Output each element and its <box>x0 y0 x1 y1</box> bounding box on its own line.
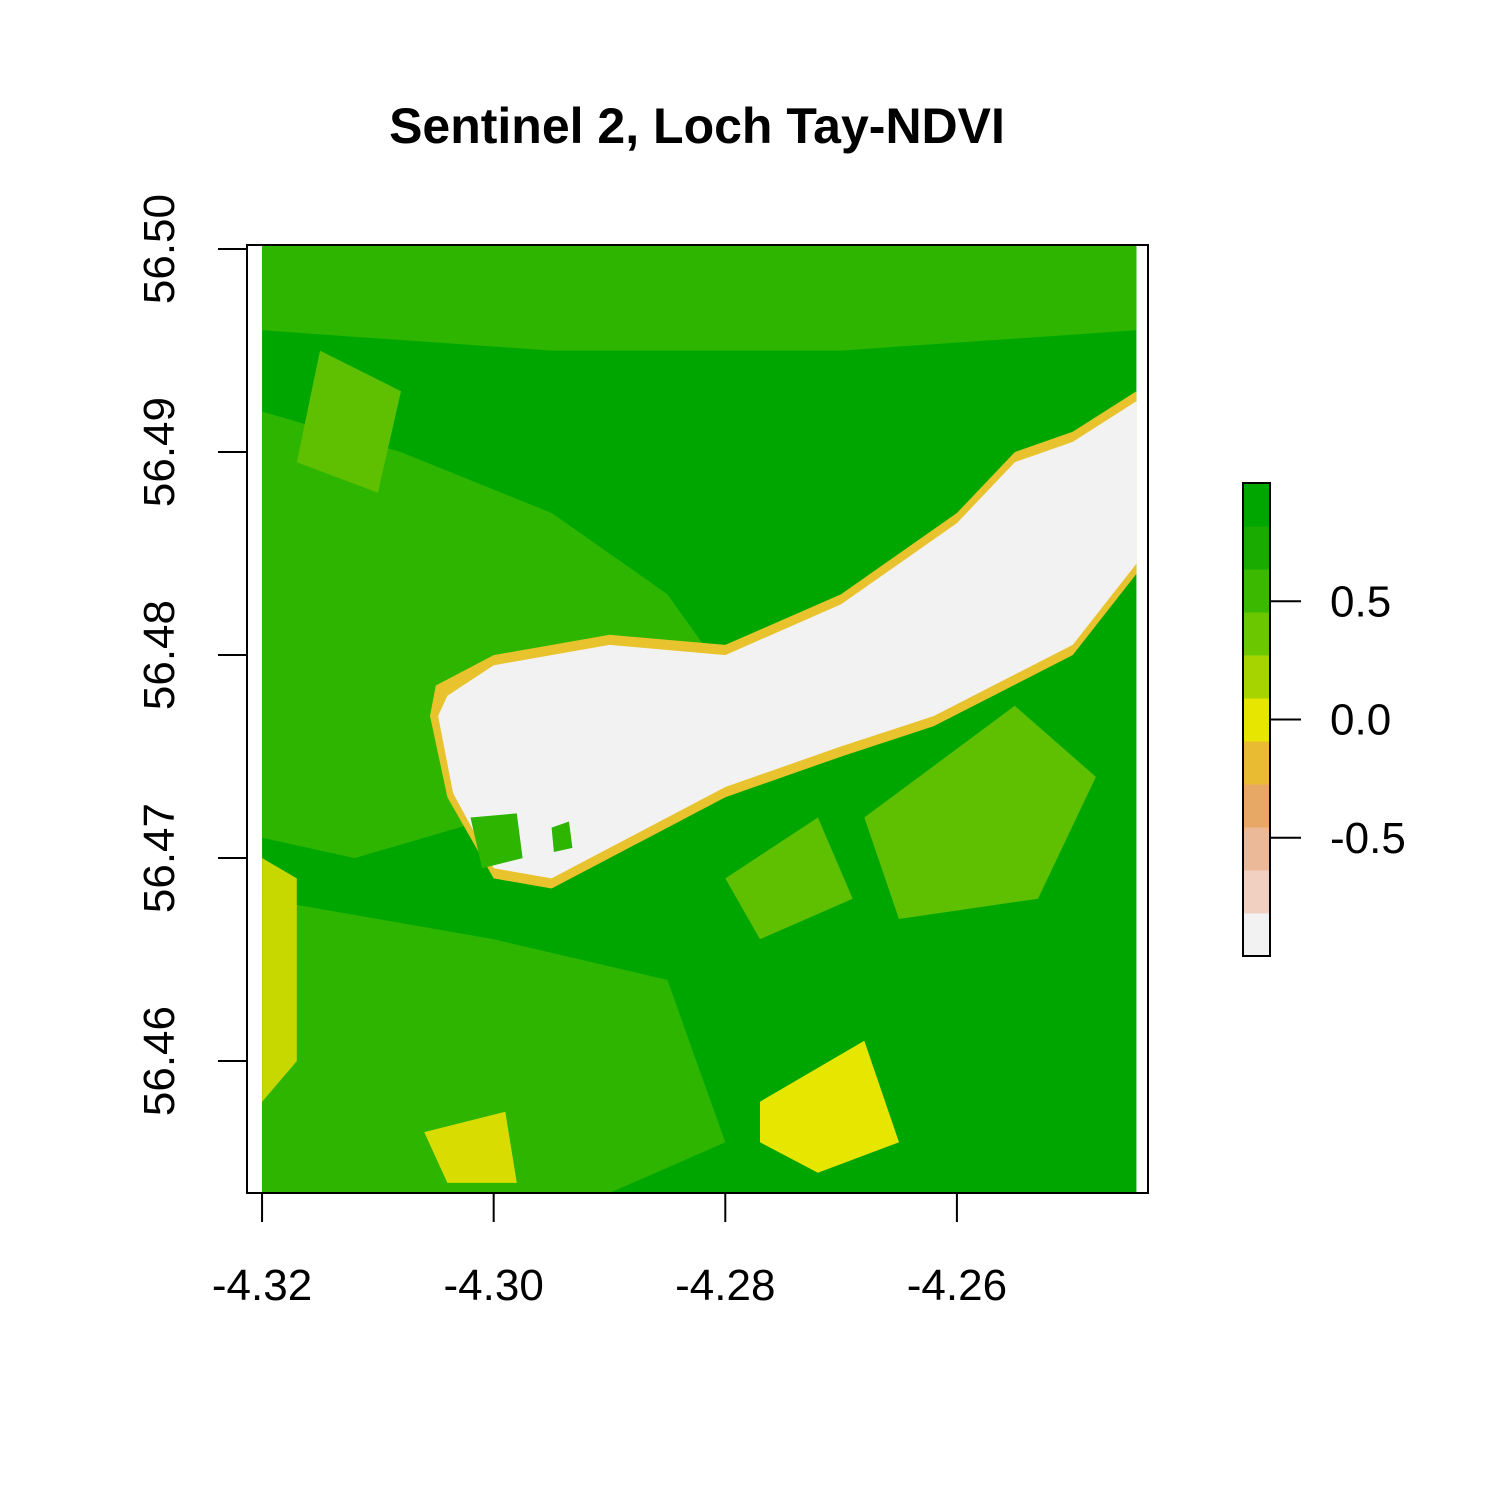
x-axis: -4.32 -4.30 -4.28 -4.26 <box>212 1192 1007 1310</box>
legend-swatch <box>1243 784 1270 828</box>
x-tick-label: -4.26 <box>907 1261 1007 1310</box>
south-lighter-area <box>262 898 726 1193</box>
y-tick-label: 56.48 <box>135 600 184 710</box>
yellow-strip-west-edge <box>262 858 297 1102</box>
legend-swatch <box>1243 655 1270 699</box>
legend-swatch <box>1243 612 1270 656</box>
loch-tay-water <box>438 401 1137 879</box>
ndvi-color-legend: -0.5 0.0 0.5 <box>1242 482 1406 957</box>
legend-swatch <box>1243 913 1270 957</box>
y-tick-label: 56.50 <box>135 194 184 304</box>
legend-swatch <box>1243 870 1270 914</box>
map-title: Sentinel 2, Loch Tay-NDVI <box>389 98 1005 154</box>
legend-swatch <box>1243 526 1270 570</box>
yellow-green-patch-south <box>725 817 853 940</box>
legend-swatch <box>1243 569 1270 613</box>
legend-swatch <box>1243 698 1270 742</box>
yellow-green-patch-east <box>864 705 1096 919</box>
upper-lighter-band <box>262 245 1137 351</box>
yellow-green-patch-north <box>296 350 401 493</box>
y-tick-label: 56.46 <box>135 1006 184 1116</box>
x-tick-label: -4.32 <box>212 1261 312 1310</box>
y-tick-label: 56.47 <box>135 803 184 913</box>
x-tick-label: -4.30 <box>444 1261 544 1310</box>
legend-swatch <box>1243 741 1270 785</box>
legend-swatch <box>1243 483 1270 527</box>
legend-tick-label: 0.0 <box>1330 696 1391 745</box>
legend-tick-label: -0.5 <box>1330 814 1406 863</box>
y-axis: 56.46 56.47 56.48 56.49 56.50 <box>135 194 248 1116</box>
y-tick-label: 56.49 <box>135 397 184 507</box>
legend-tick-label: 0.5 <box>1330 577 1391 626</box>
yellow-patch-south-west <box>424 1111 517 1183</box>
yellow-patch-south-east <box>760 1040 899 1173</box>
x-tick-label: -4.28 <box>675 1261 775 1310</box>
island-large <box>470 813 523 869</box>
legend-swatch <box>1243 827 1270 871</box>
island-small <box>551 821 573 852</box>
ndvi-raster <box>262 245 1137 1193</box>
